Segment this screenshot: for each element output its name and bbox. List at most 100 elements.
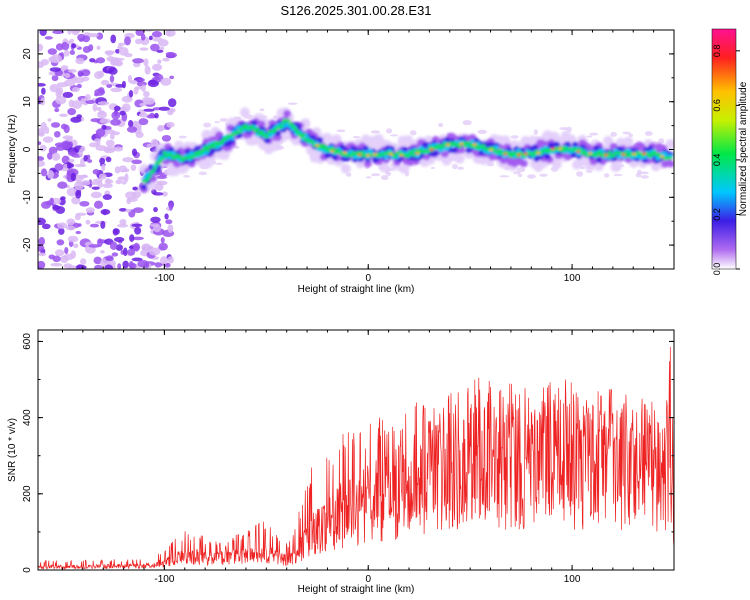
ridge-blob [349,153,354,157]
ridge-blob [379,162,390,173]
noise-blob [40,122,47,131]
noise-blob [144,65,151,75]
ridge-peak-blob [523,152,528,155]
noise-blob [111,111,121,120]
noise-blob [162,57,170,62]
ridge-blob [486,150,492,155]
noise-blob [93,92,99,97]
noise-blob [50,54,62,64]
noise-blob [160,237,165,244]
noise-blob [126,126,138,133]
y-tick-label: 10 [22,96,33,108]
spectrogram-y-ticks: -20 -10 0 10 20 [22,29,674,270]
ridge-peak-blob [632,152,636,156]
noise-blob [71,43,77,49]
noise-blob [110,34,117,44]
noise-blob [84,94,91,101]
noise-blob [47,48,57,55]
noise-blob [98,110,105,115]
ridge-blob [595,153,600,157]
speckle-blob [219,118,228,122]
noise-blob [153,206,158,213]
speckle-blob [586,135,593,138]
noise-blob [141,84,146,92]
noise-blob [68,158,75,163]
ridge-blob [531,144,538,151]
noise-blob [166,121,175,128]
ridge-peak-blob [415,152,420,155]
noise-blob [132,207,144,213]
noise-blob [167,98,177,108]
ridge-blob [589,158,598,166]
ridge-blob [493,145,499,150]
ridge-peak-blob [330,150,334,153]
noise-blob [115,244,124,251]
noise-blob [85,207,95,214]
noise-blob [110,118,121,126]
noise-blob [104,264,114,269]
noise-blob [117,263,122,269]
ridge-blob [668,156,673,160]
speckle-blob [438,122,444,128]
speckle-blob [457,166,464,170]
x-tick-label: -100 [154,273,174,284]
noise-blob [152,192,164,196]
noise-blob [144,245,154,251]
noise-blob [85,99,95,105]
noise-blob [38,141,42,145]
noise-blob [90,118,102,123]
noise-blob [113,57,125,61]
noise-blob [100,250,105,254]
noise-blob [119,219,127,226]
noise-blob [128,90,134,98]
noise-blob [75,230,82,235]
colorbar-ticks: 0.0 0.2 0.4 0.6 0.8 [712,45,740,275]
noise-blob [64,73,71,79]
noise-blob [88,244,101,248]
snr-frame [37,329,675,571]
noise-blob [80,76,90,82]
ridge-blob [612,160,623,171]
speckle-blob [539,173,548,177]
speckle-blob [589,132,599,136]
ridge-blob [428,145,433,149]
noise-blob [38,217,46,226]
ridge-peak-blob [642,152,647,155]
noise-blob [131,148,138,157]
noise-blob [104,179,114,184]
ridge-peak-blob [604,153,608,157]
y-tick-label: 0 [22,567,33,573]
noise-blob [165,219,173,225]
noise-blob [38,266,43,269]
speckle-blob [576,171,584,177]
y-tick-label: 600 [22,333,33,350]
speckle-blob [527,174,536,179]
noise-blob [157,59,162,64]
noise-blob [100,208,111,215]
noise-blob [124,173,129,183]
noise-blob [66,187,78,197]
ridge-blob [507,151,512,156]
noise-blob [99,157,106,165]
noise-blob [67,108,77,116]
noise-blob [143,58,149,67]
noise-blob [147,79,159,88]
noise-blob [56,144,65,151]
noise-blob [117,42,126,47]
figure-title: S126.2025.301.00.28.E31 [280,3,431,18]
ridge-blob [229,136,235,141]
noise-blob [62,135,74,140]
noise-blob [38,243,45,252]
colorbar-label: Normalized spectral amplitude [738,81,749,216]
ridge-blob [263,137,271,144]
noise-blob [67,265,77,269]
speckle-blob [386,128,393,134]
ridge-blob [200,150,205,154]
ridge-blob [203,150,209,155]
noise-blob [98,173,107,180]
ridge-blob [432,150,439,157]
noise-blob [39,144,47,152]
ridge-blob [160,156,165,160]
ridge-blob [147,174,152,178]
noise-blob [97,101,110,106]
